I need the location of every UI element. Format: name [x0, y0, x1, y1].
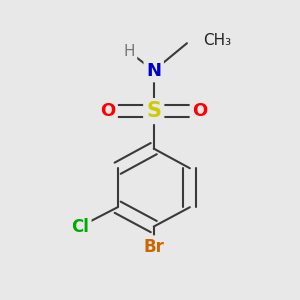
Text: O: O [192, 102, 208, 120]
Text: S: S [146, 101, 161, 121]
Text: O: O [100, 102, 115, 120]
Text: CH₃: CH₃ [203, 33, 231, 48]
Text: Br: Br [143, 238, 164, 256]
Text: Cl: Cl [71, 218, 89, 236]
Text: N: N [146, 61, 161, 80]
Text: H: H [124, 44, 135, 59]
